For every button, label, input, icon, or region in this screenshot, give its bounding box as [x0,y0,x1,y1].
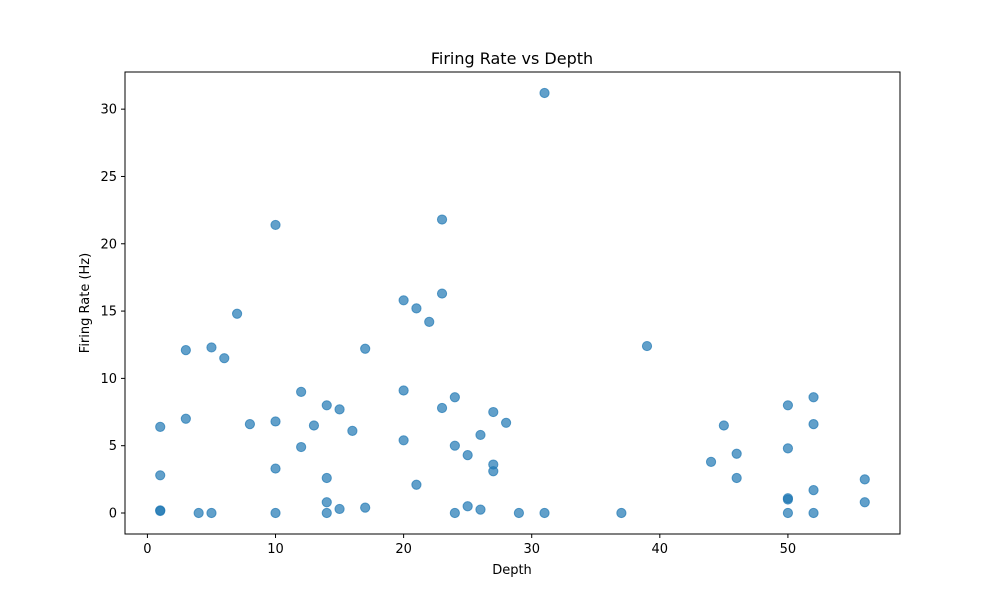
data-point [334,503,345,515]
data-point [424,316,435,327]
x-tick-label: 40 [652,542,669,557]
data-point [782,494,794,505]
data-point [398,295,409,306]
data-point [270,416,281,427]
data-point [859,497,870,508]
data-point [475,504,486,515]
data-point [398,385,409,396]
data-point [270,507,281,519]
y-axis-label: Firing Rate (Hz) [78,253,93,353]
data-point [347,425,358,436]
data-point [616,507,627,519]
data-point [859,474,870,485]
data-point [782,443,794,454]
ticks-layer: 0 10 20 30 40 50 0 5 10 15 20 25 30 [100,103,796,557]
data-point [641,340,653,352]
data-point [449,392,460,403]
data-point [705,456,717,467]
data-point [296,441,307,453]
data-point [308,420,320,431]
x-tick-label: 10 [267,542,284,557]
data-point [321,400,332,411]
data-point [296,386,307,397]
x-axis-label: Depth [492,563,532,578]
data-point [270,463,281,474]
data-point [488,466,499,477]
data-point [244,419,255,430]
data-point [808,392,819,403]
data-point [449,507,460,519]
data-point [231,308,243,319]
data-point [193,507,204,519]
data-point [334,404,345,415]
data-point [449,440,460,451]
y-tick-label: 15 [100,305,117,320]
data-point [782,400,794,411]
x-tick-label: 0 [143,542,151,557]
data-point [488,406,499,418]
x-tick-label: 20 [395,542,412,557]
y-tick-label: 25 [100,170,117,185]
data-point [782,507,794,519]
data-point [360,502,371,513]
data-point [436,402,448,414]
data-point [219,353,230,364]
data-point [321,472,332,484]
data-point [731,472,742,484]
chart-title: Firing Rate vs Depth [431,49,593,68]
data-point [539,87,550,99]
data-point [718,420,729,431]
data-point [436,214,448,225]
data-point [808,419,819,430]
data-point [155,421,166,432]
data-point [398,435,409,446]
y-tick-label: 30 [100,103,117,118]
data-point [180,345,191,356]
data-point [155,505,166,517]
points-layer [155,87,870,519]
data-point [206,507,217,519]
data-point [180,413,191,424]
data-point [436,288,448,299]
data-point [475,429,486,441]
data-point [360,343,371,354]
data-point [411,479,422,490]
data-point [513,507,525,519]
plot-frame [124,71,901,535]
data-point [206,342,217,353]
data-point [500,417,512,428]
data-point [462,450,473,461]
data-point [321,507,332,519]
data-point [321,497,332,508]
y-tick-label: 20 [100,237,117,252]
y-tick-label: 0 [109,507,117,522]
data-point [808,485,819,496]
data-point [411,303,422,314]
data-point [539,507,550,519]
y-tick-label: 5 [109,439,117,454]
data-point [155,470,166,481]
x-tick-label: 30 [523,542,540,557]
x-tick-label: 50 [780,542,797,557]
y-tick-label: 10 [100,372,117,387]
data-point [462,501,473,512]
data-point [808,507,819,519]
data-point [270,219,281,231]
data-point [731,448,742,459]
